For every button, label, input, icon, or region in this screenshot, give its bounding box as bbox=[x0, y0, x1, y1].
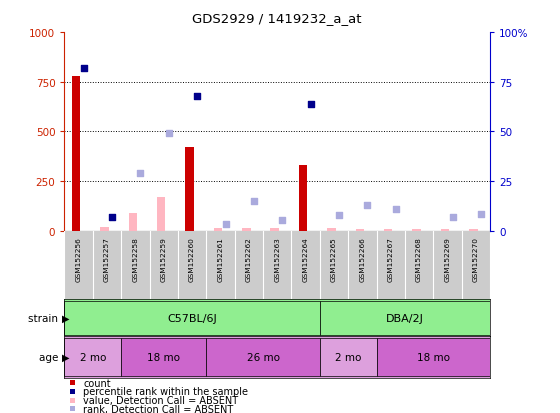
Text: GSM152268: GSM152268 bbox=[416, 237, 422, 282]
Text: count: count bbox=[83, 378, 111, 388]
Text: GSM152269: GSM152269 bbox=[445, 237, 450, 282]
Bar bbox=[64, 339, 121, 376]
Bar bbox=[320, 339, 376, 376]
Bar bbox=[376, 339, 490, 376]
Point bbox=[221, 221, 230, 228]
Text: GSM152266: GSM152266 bbox=[360, 237, 365, 281]
Text: 2 mo: 2 mo bbox=[335, 352, 361, 362]
Point bbox=[136, 171, 145, 177]
Text: percentile rank within the sample: percentile rank within the sample bbox=[83, 387, 249, 396]
Bar bbox=[469, 229, 478, 231]
Bar bbox=[356, 229, 364, 231]
Text: GSM152260: GSM152260 bbox=[189, 237, 195, 282]
Point bbox=[193, 93, 202, 100]
Text: value, Detection Call = ABSENT: value, Detection Call = ABSENT bbox=[83, 395, 239, 405]
Text: GSM152270: GSM152270 bbox=[473, 237, 479, 282]
Text: 26 mo: 26 mo bbox=[246, 352, 279, 362]
Bar bbox=[441, 229, 449, 231]
Point bbox=[477, 211, 486, 218]
Text: rank, Detection Call = ABSENT: rank, Detection Call = ABSENT bbox=[83, 404, 234, 413]
Text: C57BL/6J: C57BL/6J bbox=[167, 313, 217, 323]
Bar bbox=[320, 301, 490, 335]
Point bbox=[79, 65, 88, 72]
Bar bbox=[242, 228, 250, 231]
Text: age: age bbox=[39, 352, 62, 362]
Bar bbox=[299, 166, 307, 231]
Point bbox=[363, 202, 372, 209]
Text: 2 mo: 2 mo bbox=[80, 352, 106, 362]
Text: ▶: ▶ bbox=[62, 313, 69, 323]
Point bbox=[448, 214, 457, 221]
Point bbox=[278, 217, 287, 224]
Bar bbox=[129, 214, 137, 231]
Point bbox=[334, 212, 343, 219]
Text: GSM152265: GSM152265 bbox=[331, 237, 337, 281]
Text: ▶: ▶ bbox=[62, 352, 69, 362]
Text: GSM152257: GSM152257 bbox=[104, 237, 110, 282]
Bar bbox=[100, 227, 109, 231]
Text: GDS2929 / 1419232_a_at: GDS2929 / 1419232_a_at bbox=[193, 12, 362, 25]
Bar bbox=[412, 229, 421, 231]
Text: GSM152259: GSM152259 bbox=[161, 237, 167, 282]
Text: GSM152256: GSM152256 bbox=[76, 237, 82, 281]
Text: DBA/2J: DBA/2J bbox=[386, 313, 424, 323]
Text: GSM152264: GSM152264 bbox=[302, 237, 309, 281]
Bar bbox=[214, 228, 222, 231]
Bar bbox=[185, 148, 194, 231]
Point bbox=[391, 206, 400, 213]
Bar bbox=[157, 197, 165, 231]
Bar bbox=[121, 339, 206, 376]
Text: 18 mo: 18 mo bbox=[147, 352, 180, 362]
Point bbox=[164, 131, 173, 138]
Bar bbox=[206, 339, 320, 376]
Bar bbox=[270, 228, 279, 231]
Text: GSM152258: GSM152258 bbox=[132, 237, 138, 282]
Text: strain: strain bbox=[29, 313, 62, 323]
Point bbox=[306, 101, 315, 108]
Text: GSM152261: GSM152261 bbox=[217, 237, 223, 282]
Text: GSM152262: GSM152262 bbox=[246, 237, 252, 282]
Bar bbox=[64, 301, 320, 335]
Text: 18 mo: 18 mo bbox=[417, 352, 450, 362]
Bar bbox=[384, 229, 393, 231]
Text: GSM152267: GSM152267 bbox=[388, 237, 394, 282]
Bar bbox=[327, 228, 335, 231]
Text: GSM152263: GSM152263 bbox=[274, 237, 280, 281]
Point bbox=[249, 198, 258, 205]
Point bbox=[108, 214, 116, 221]
Bar bbox=[72, 77, 80, 231]
